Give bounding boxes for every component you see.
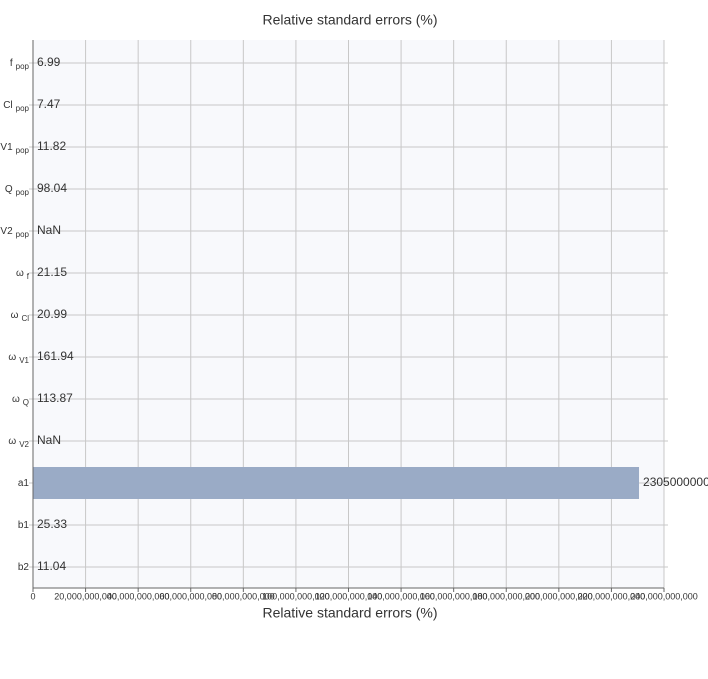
value-label: 230500000000 [643,475,708,489]
bar [33,467,640,499]
category-name: a1 [18,478,30,489]
category-name: ω [8,436,16,447]
x-tick-label: 140,000,000,000 [367,591,435,601]
x-tick-label: 240,000,000,000 [630,591,698,601]
value-label: 21.15 [37,265,67,279]
category-name: ω [8,352,16,363]
category-name: Cl [3,100,12,111]
x-tick-label: 160,000,000,000 [420,591,488,601]
category-subscript: pop [16,188,30,197]
category-name: f [10,58,13,69]
value-label: 7.47 [37,97,61,111]
y-tick-label: ω V2 [8,436,29,449]
x-tick-label: 180,000,000,000 [472,591,540,601]
category-subscript: pop [16,104,30,113]
x-tick-label: 20,000,000,000 [54,591,117,601]
y-tick-label: ω V1 [8,352,29,365]
value-label: 113.87 [37,391,73,405]
x-axis-title: Relative standard errors (%) [262,605,437,621]
x-tick-label: 220,000,000,000 [578,591,646,601]
category-subscript: Q [23,398,29,407]
value-label: 11.04 [37,559,66,573]
x-tick-label: 80,000,000,000 [212,591,275,601]
y-tick-label: Cl pop [3,100,29,113]
x-tick-label: 40,000,000,000 [107,591,170,601]
category-name: V2 [0,226,13,237]
value-label: 20.99 [37,307,67,321]
category-subscript: f [27,272,30,281]
category-subscript: V2 [19,440,29,449]
chart-title: Relative standard errors (%) [262,12,437,28]
y-tick-label: b2 [18,562,30,573]
value-label: 161.94 [37,349,74,363]
category-name: V1 [0,142,13,153]
value-label: 11.82 [37,139,66,153]
category-name: ω [11,310,19,321]
y-tick-label: V2 pop [0,226,29,239]
category-name: ω [12,394,20,405]
y-tick-label: f pop [10,58,30,71]
value-label: 6.99 [37,55,61,69]
category-subscript: pop [16,146,30,155]
category-subscript: Cl [21,314,29,323]
y-tick-label: V1 pop [0,142,29,155]
x-tick-label: 0 [30,591,35,601]
y-tick-label: ω Cl [11,310,30,323]
category-name: b2 [18,562,30,573]
category-name: ω [16,268,24,279]
x-tick-label: 100,000,000,000 [262,591,330,601]
x-tick-label: 120,000,000,000 [315,591,383,601]
category-name: Q [5,184,13,195]
value-label: NaN [37,223,61,237]
x-tick-label: 60,000,000,000 [159,591,222,601]
y-tick-label: b1 [18,520,30,531]
category-subscript: pop [16,230,30,239]
category-subscript: pop [16,62,30,71]
value-label: NaN [37,433,61,447]
category-subscript: V1 [19,356,29,365]
category-name: b1 [18,520,30,531]
value-label: 98.04 [37,181,67,195]
x-tick-label: 200,000,000,000 [525,591,593,601]
y-tick-label: a1 [18,478,30,489]
value-label: 25.33 [37,517,67,531]
